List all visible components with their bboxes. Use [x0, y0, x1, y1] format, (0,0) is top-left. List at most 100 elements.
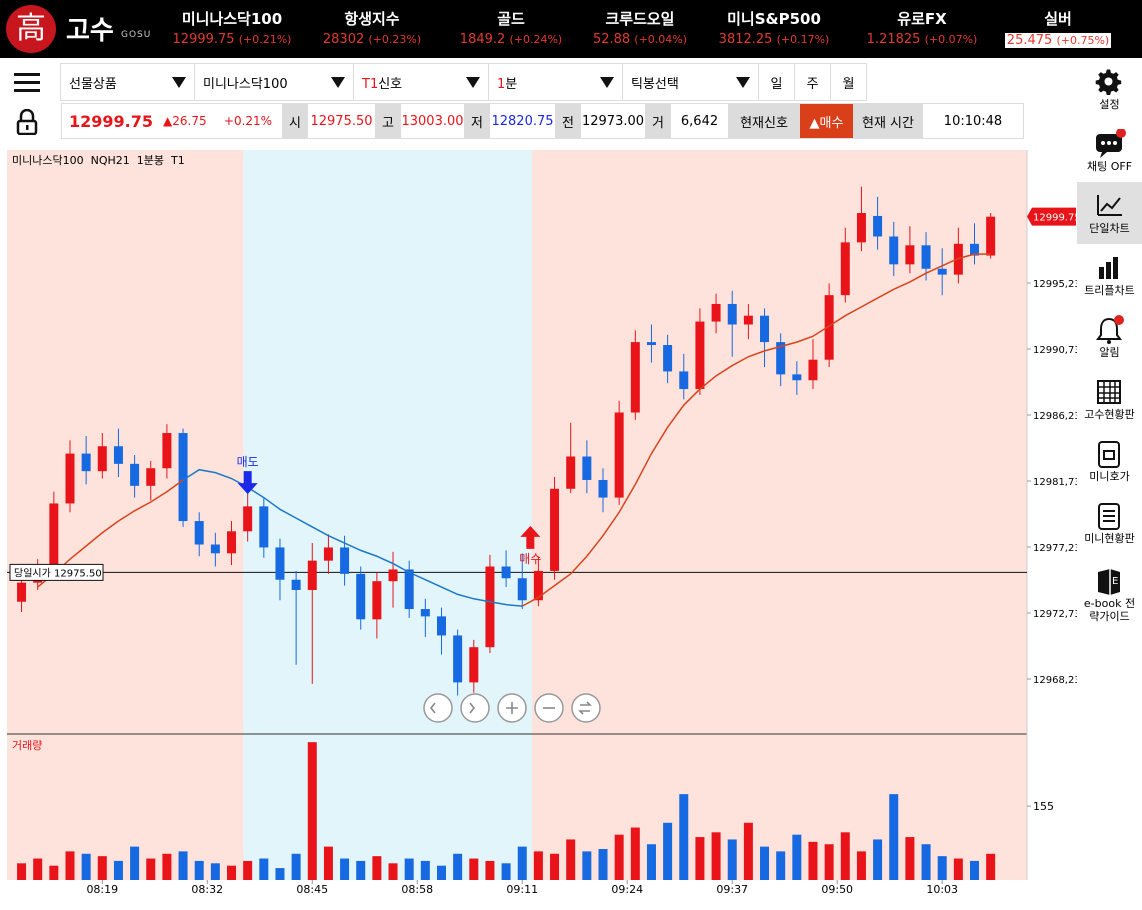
ticker[interactable]: 골드 1849.2 (+0.24%): [441, 8, 581, 47]
volume-bar: [856, 851, 866, 880]
volume-bar: [986, 853, 996, 880]
candle-body: [905, 245, 915, 265]
sidebar-item[interactable]: 단일차트: [1077, 182, 1142, 244]
candle-body: [243, 506, 253, 532]
period-button[interactable]: 월: [830, 63, 867, 101]
ticker[interactable]: 실버 25.475 (+0.75%): [988, 8, 1128, 48]
sidebar-item[interactable]: 트리플차트: [1077, 244, 1142, 306]
select[interactable]: 미니나스닥100: [194, 63, 354, 101]
nav-button[interactable]: [423, 693, 453, 723]
candle-body: [921, 245, 931, 269]
ticker[interactable]: 항생지수 28302 (+0.23%): [302, 8, 442, 47]
volume-bar: [970, 860, 980, 880]
candle-body: [485, 566, 495, 648]
ticker-name: 항생지수: [344, 10, 400, 28]
candle-body: [162, 433, 172, 469]
candle-body: [146, 468, 156, 486]
quote-fields: 시 12975.50 고 13003.00 저 12820.75 전 12973.00 거 6,6…: [282, 104, 728, 138]
sidebar-item[interactable]: 미니호가: [1077, 430, 1142, 492]
sidebar-item[interactable]: 설정: [1077, 58, 1142, 120]
quote-field-value: 12820.75: [491, 113, 554, 129]
candle-body: [259, 506, 269, 548]
ticker[interactable]: 미니나스닥100 12999.75 (+0.21%): [162, 8, 302, 47]
ticker-change: (+0.24%): [509, 33, 563, 46]
volume-bar: [727, 839, 737, 880]
logo[interactable]: 高: [6, 5, 56, 53]
ticker-value: 1849.2: [459, 32, 506, 47]
ticker-name: 골드: [497, 10, 525, 28]
price-tag: [1027, 207, 1076, 226]
sidebar-item[interactable]: 채팅 OFF: [1077, 120, 1142, 182]
brand-sub: GOSU: [121, 30, 152, 40]
ticker[interactable]: 미니S&P500 3812.25 (+0.17%): [704, 8, 844, 47]
menu-button[interactable]: [0, 63, 55, 101]
sidebar-label: 채팅 OFF: [1086, 160, 1133, 173]
candle-body: [533, 570, 543, 601]
select[interactable]: 틱봉선택: [622, 63, 759, 101]
sidebar-icon: [1098, 257, 1118, 279]
quote-bar: 12999.75 ▲26.75 +0.21% 시 12975.50 고 13003.0…: [0, 103, 1024, 141]
candle-body: [760, 315, 770, 343]
sidebar-label: 단일차트: [1089, 222, 1130, 235]
volume-bar: [388, 863, 398, 880]
sidebar-item[interactable]: 고수현황판: [1077, 368, 1142, 430]
sidebar-item[interactable]: 미니현황판: [1077, 492, 1142, 554]
nav-button-icon: [469, 702, 476, 714]
candle-body: [986, 216, 996, 256]
candle-body: [646, 342, 656, 346]
ticker-price: 1849.2 (+0.24%): [441, 32, 581, 47]
ticker-change: (+0.75%): [1056, 34, 1110, 47]
ticker-change: (+0.04%): [634, 33, 688, 46]
candle-body: [49, 503, 59, 571]
select[interactable]: 선물상품: [60, 63, 195, 101]
sidebar-item[interactable]: 알림: [1077, 306, 1142, 368]
candle-body: [356, 573, 366, 620]
sidebar-label: 설정: [1099, 98, 1120, 111]
signal-label: 매수: [519, 552, 541, 566]
nav-button[interactable]: [571, 693, 601, 723]
signal[interactable]: ▲매수: [800, 104, 853, 138]
volume-bar: [33, 858, 43, 880]
sidebar-icon: [1095, 69, 1121, 96]
volume-bar: [291, 853, 301, 880]
candle-body: [97, 446, 107, 472]
volume-bar: [905, 837, 915, 880]
select[interactable]: T1신호: [353, 63, 489, 101]
ticker[interactable]: 유로FX 1.21825 (+0.07%): [852, 8, 992, 47]
ticker[interactable]: 크루드오일 52.88 (+0.04%): [570, 8, 710, 47]
candle-body: [275, 547, 285, 580]
select-label: 틱봉선택: [631, 76, 679, 92]
select-label: 신호: [378, 76, 403, 92]
volume-bar: [146, 858, 156, 880]
axis-panel: [1027, 150, 1077, 908]
volume-bar: [436, 865, 446, 880]
candle-body: [227, 531, 237, 554]
candle-body: [727, 303, 737, 325]
y-tick-label: 12990,73: [1033, 345, 1077, 356]
nav-button-circle: [460, 693, 490, 723]
nav-button[interactable]: [460, 693, 490, 723]
volume-bar: [49, 865, 59, 880]
candle-body: [792, 374, 802, 381]
candle-body: [469, 647, 479, 683]
nav-button[interactable]: [534, 693, 564, 723]
signal-arrow: [237, 471, 258, 495]
period-button[interactable]: 일: [758, 63, 795, 101]
candle-body: [937, 268, 947, 275]
lock-icon: [16, 109, 38, 135]
lock-button[interactable]: [0, 103, 55, 141]
candle-body: [404, 569, 414, 610]
nav-button[interactable]: [497, 693, 527, 723]
select-text: 선물상품: [69, 73, 117, 92]
volume-bar: [259, 858, 269, 880]
period-button[interactable]: 주: [794, 63, 831, 101]
ticker-name: 실버: [1044, 10, 1072, 28]
select[interactable]: 1분: [488, 63, 623, 101]
ticker-change: (+0.17%): [776, 33, 830, 46]
volume-bar: [824, 844, 834, 880]
volume-bar: [808, 841, 818, 880]
volume-bar: [873, 839, 883, 880]
nav-button-circle: [571, 693, 601, 723]
